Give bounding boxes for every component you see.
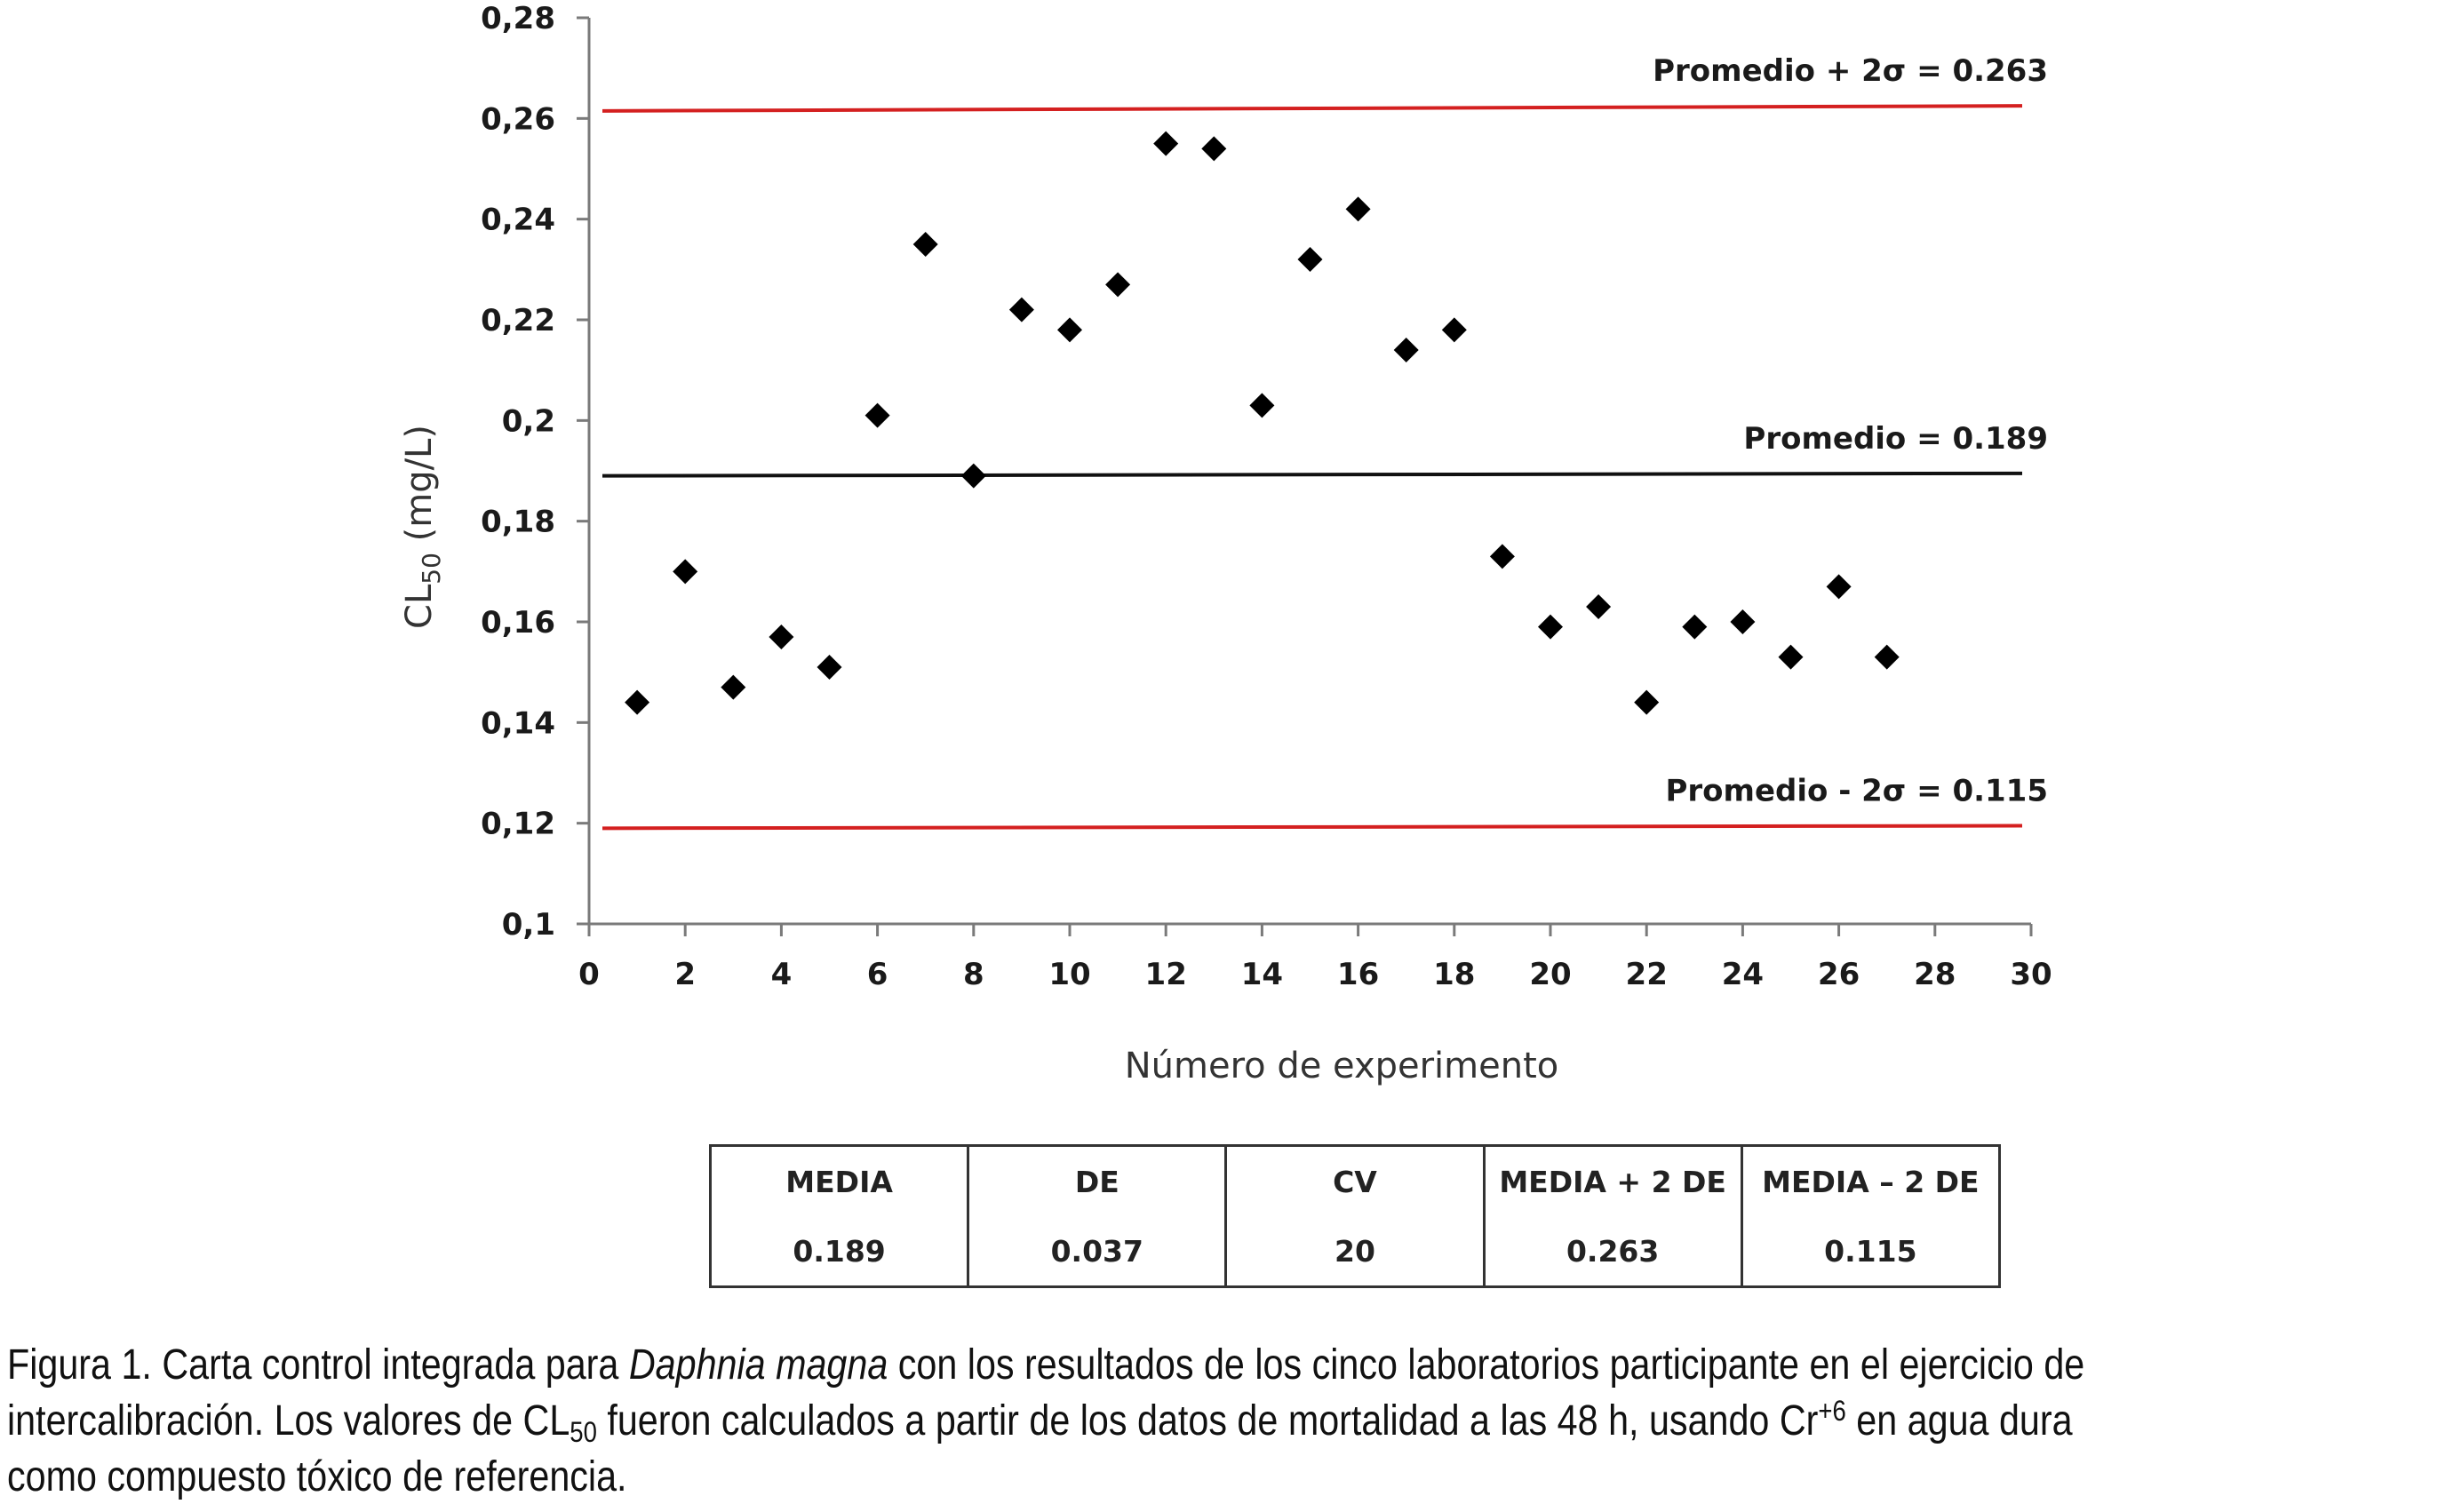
caption-species: Daphnia magna: [628, 1341, 888, 1389]
stats-value-de: 0.037: [967, 1216, 1228, 1288]
ref-line-mean: [602, 471, 2023, 478]
data-point: [1297, 247, 1323, 272]
caption-line2-superscript: +6: [1818, 1395, 1846, 1427]
data-point: [912, 232, 938, 257]
stats-header-media: MEDIA: [708, 1144, 970, 1216]
data-point: [1345, 196, 1371, 222]
y-tick-label: 0,1: [502, 907, 555, 943]
ref-line-lower: [602, 824, 2023, 831]
y-tick-label: 0,16: [481, 605, 555, 641]
stats-header-media-minus: MEDIA – 2 DE: [1740, 1144, 2002, 1216]
data-point: [817, 655, 842, 680]
x-tick-label: 10: [1048, 957, 1090, 992]
data-point: [1538, 614, 1563, 640]
x-tick-label: 20: [1529, 957, 1571, 992]
data-point: [1105, 272, 1131, 298]
x-tick-label: 30: [2010, 957, 2052, 992]
data-point: [1874, 644, 1900, 670]
x-ticks: 0 2 4 6 8 10 12 14 16 18 20 22 24 26 28 30: [578, 924, 2052, 992]
data-point: [721, 674, 746, 700]
stats-header-media-plus: MEDIA + 2 DE: [1482, 1144, 1743, 1216]
caption-line2-suffix: en agua dura: [1845, 1397, 2073, 1444]
data-point: [1826, 574, 1852, 600]
stats-value-cv: 20: [1224, 1216, 1486, 1288]
data-point: [1441, 317, 1467, 343]
caption-line2-subscript: 50: [570, 1416, 597, 1448]
y-tick-label: 0,26: [481, 101, 555, 137]
reference-lines: Promedio + 2σ = 0.263 Promedio = 0.189 Pro…: [602, 53, 2048, 831]
y-tick-label: 0,24: [481, 203, 555, 238]
y-axis-label: CL50 (mg/L): [399, 425, 446, 629]
caption-line-2: intercalibración. Los valores de CL50 fu…: [7, 1393, 2100, 1449]
data-point: [1586, 594, 1612, 619]
data-point: [1057, 317, 1082, 343]
x-tick-label: 2: [674, 957, 696, 992]
caption-line1-suffix: con los resultados de los cinco laborato…: [888, 1341, 2085, 1389]
stats-value-media-minus: 0.115: [1740, 1216, 2002, 1288]
caption-line1-prefix: Figura 1. Carta control integrada para: [7, 1341, 629, 1389]
x-tick-label: 18: [1433, 957, 1475, 992]
x-tick-label: 0: [578, 957, 600, 992]
data-point: [1489, 544, 1515, 569]
stats-header-de: DE: [967, 1144, 1228, 1216]
data-point: [1249, 393, 1275, 418]
data-point: [673, 559, 698, 585]
y-tick-label: 0,14: [481, 705, 555, 741]
x-tick-label: 26: [1818, 957, 1860, 992]
x-tick-label: 22: [1626, 957, 1668, 992]
data-point: [864, 402, 890, 428]
data-point: [1201, 136, 1227, 162]
x-tick-label: 28: [1914, 957, 1956, 992]
x-tick-label: 12: [1145, 957, 1187, 992]
ref-label-lower: Promedio - 2σ = 0.115: [1665, 774, 2048, 809]
y-tick-label: 0,22: [481, 303, 555, 338]
x-tick-label: 24: [1722, 957, 1764, 992]
y-tick-label: 0,2: [502, 403, 555, 439]
stats-table: MEDIA DE CV MEDIA + 2 DE MEDIA – 2 DE 0.…: [708, 1144, 2002, 1288]
control-chart: 0,1 0,12 0,14 0,16 0,18 0,2 0,22 0,24 0,26 0,28 0…: [399, 1, 2052, 1086]
x-tick-label: 14: [1241, 957, 1283, 992]
stats-value-media: 0.189: [708, 1216, 970, 1288]
y-axis-label-subscript: 50: [417, 553, 446, 585]
stats-value-row: 0.189 0.037 20 0.263 0.115: [708, 1216, 2002, 1288]
data-point: [1008, 297, 1034, 322]
data-point: [769, 625, 794, 649]
x-tick-label: 8: [963, 957, 984, 992]
x-tick-label: 6: [867, 957, 888, 992]
y-tick-label: 0,18: [481, 505, 555, 540]
stats-value-media-plus: 0.263: [1482, 1216, 1743, 1288]
stats-header-cv: CV: [1224, 1144, 1486, 1216]
caption-line-3: como compuesto tóxico de referencia.: [7, 1453, 627, 1500]
data-point: [1730, 609, 1756, 634]
caption-line2-prefix: intercalibración. Los valores de CL: [7, 1397, 570, 1444]
data-point: [625, 689, 650, 715]
caption-line-1: Figura 1. Carta control integrada para D…: [7, 1337, 2100, 1393]
data-point: [1682, 614, 1708, 640]
ref-line-upper: [602, 104, 2023, 113]
ref-label-upper: Promedio + 2σ = 0.263: [1653, 53, 2048, 89]
y-tick-label: 0,12: [481, 807, 555, 842]
stats-header-row: MEDIA DE CV MEDIA + 2 DE MEDIA – 2 DE: [708, 1144, 2002, 1216]
y-axis-label-main: CL: [399, 584, 440, 629]
figure-caption: Figura 1. Carta control integrada para D…: [7, 1337, 2100, 1505]
data-point: [1778, 644, 1804, 670]
x-tick-label: 16: [1337, 957, 1379, 992]
caption-line2-mid: fueron calculados a partir de los datos …: [596, 1397, 1819, 1444]
data-point: [960, 463, 986, 489]
y-axis-label-unit: (mg/L): [399, 425, 440, 553]
y-tick-label: 0,28: [481, 1, 555, 36]
ref-label-mean: Promedio = 0.189: [1743, 421, 2048, 457]
y-ticks: 0,1 0,12 0,14 0,16 0,18 0,2 0,22 0,24 0,26 0,28: [481, 1, 589, 943]
axes: [587, 18, 2031, 926]
data-point: [1153, 131, 1179, 156]
x-tick-label: 4: [771, 957, 793, 992]
x-axis-label: Número de experimento: [1125, 1046, 1559, 1086]
data-point: [1393, 338, 1419, 362]
data-points: [625, 131, 1900, 715]
data-point: [1634, 689, 1660, 715]
